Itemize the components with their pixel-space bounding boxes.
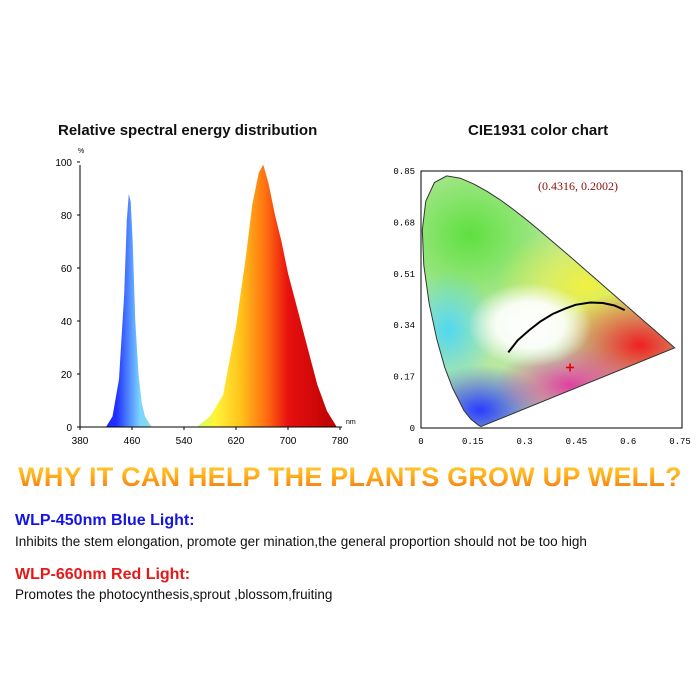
spectral-x-tick-label: 700 bbox=[280, 436, 297, 447]
spectral-x-tick-label: 620 bbox=[228, 436, 245, 447]
spectral-y-tick-label: 0 bbox=[66, 423, 72, 434]
cie-y-tick-label: 0.68 bbox=[393, 218, 415, 228]
cie-chart-title: CIE1931 color chart bbox=[468, 122, 609, 139]
cie-x-tick-label: 0 bbox=[418, 437, 423, 447]
blue-light-heading: WLP-450nm Blue Light: bbox=[15, 512, 195, 529]
spectral-chart-title: Relative spectral energy distribution bbox=[58, 122, 318, 139]
red-light-heading: WLP-660nm Red Light: bbox=[15, 566, 191, 583]
cie-chart: 0 0.15 0.3 0.45 0.6 0.75 0 0.17 0.34 0.51 0.68 0.85… bbox=[393, 167, 691, 447]
spectral-x-tick-label: 460 bbox=[124, 436, 141, 447]
spectral-peak-2 bbox=[197, 164, 337, 427]
cie-y-tick-label: 0.34 bbox=[393, 321, 415, 331]
blue-light-description: Inhibits the stem elongation, promote ge… bbox=[15, 534, 587, 549]
spectral-y-tick-label: 40 bbox=[61, 317, 73, 328]
spectral-x-tick-label: 380 bbox=[72, 436, 89, 447]
cie-x-tick-label: 0.6 bbox=[620, 437, 636, 447]
spectral-x-unit: nm bbox=[346, 419, 356, 426]
cie-y-tick-label: 0.51 bbox=[393, 270, 415, 280]
cie-frame bbox=[420, 170, 683, 429]
spectral-x-tick-label: 540 bbox=[176, 436, 193, 447]
cie-x-tick-label: 0.3 bbox=[516, 437, 532, 447]
cie-locus-outline bbox=[421, 175, 676, 428]
cie-y-tick-label: 0.17 bbox=[393, 373, 415, 383]
cie-x-tick-label: 0.45 bbox=[566, 437, 588, 447]
spectral-y-tick-label: 80 bbox=[61, 211, 73, 222]
spectral-y-tick-label: 20 bbox=[61, 370, 73, 381]
cie-x-tick-label: 0.75 bbox=[669, 437, 691, 447]
spectral-chart: 380 460 540 620 700 780 0 20 40 60 80 100 % nm bbox=[55, 148, 356, 447]
spectral-y-unit: % bbox=[78, 148, 84, 155]
spectral-y-tick-label: 100 bbox=[55, 158, 72, 169]
cie-y-tick-label: 0 bbox=[410, 424, 415, 434]
headline: WHY IT CAN HELP THE PLANTS GROW UP WELL? bbox=[0, 462, 700, 493]
charts-svg: 380 460 540 620 700 780 0 20 40 60 80 100 % nm 0 0.1… bbox=[55, 148, 691, 447]
cie-gamut-fill bbox=[422, 175, 675, 427]
cie-x-tick-label: 0.15 bbox=[462, 437, 484, 447]
spectral-y-tick-label: 60 bbox=[61, 264, 73, 275]
spectral-x-tick-label: 780 bbox=[332, 436, 349, 447]
cie-y-tick-label: 0.85 bbox=[393, 167, 415, 177]
planckian-locus bbox=[507, 301, 626, 354]
spectral-peak-1 bbox=[106, 193, 152, 427]
cie-point-marker bbox=[566, 363, 575, 372]
red-light-description: Promotes the photocynthesis,sprout ,blos… bbox=[15, 587, 333, 602]
cie-coordinate-label: (0.4316, 0.2002) bbox=[538, 179, 618, 193]
